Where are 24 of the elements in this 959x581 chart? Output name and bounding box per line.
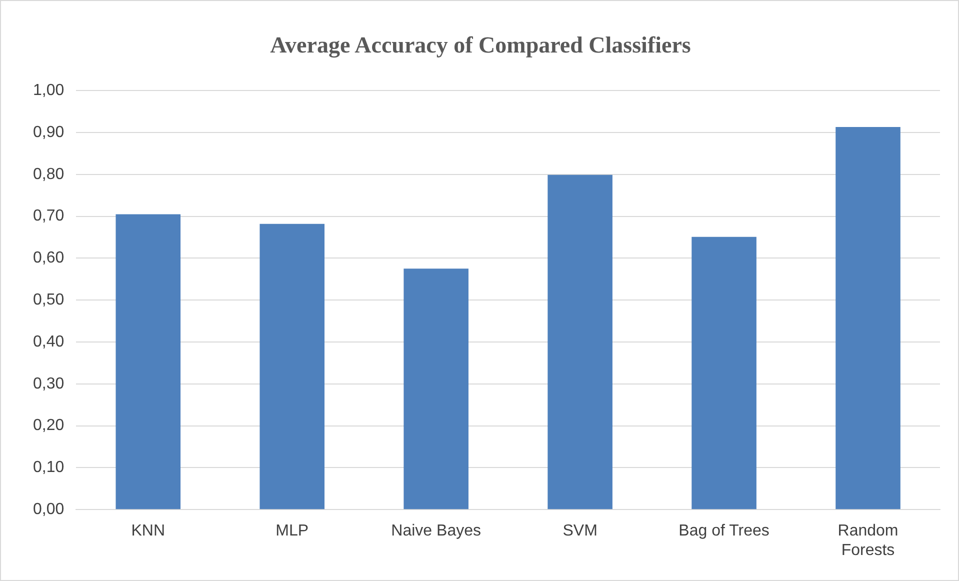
x-tick-label: KNN xyxy=(131,522,166,540)
bar xyxy=(836,127,900,510)
bar xyxy=(548,174,612,510)
y-tick-label: 0,10 xyxy=(33,459,64,476)
y-tick-label: 0,90 xyxy=(33,124,64,141)
x-tick-label: Random Forests xyxy=(838,522,898,559)
y-tick-label: 0,20 xyxy=(33,417,64,434)
bar xyxy=(404,268,468,510)
y-tick-label: 0,80 xyxy=(33,166,64,183)
y-tick-label: 0,60 xyxy=(33,250,64,267)
y-tick-label: 1,00 xyxy=(33,82,64,100)
y-tick-label: 0,50 xyxy=(33,292,64,309)
x-tick-label: MLP xyxy=(276,522,309,540)
bar xyxy=(692,236,756,510)
x-tick-label: Naive Bayes xyxy=(391,522,481,540)
y-tick-label: 0,70 xyxy=(33,208,64,225)
chart-title: Average Accuracy of Compared Classifiers xyxy=(270,32,691,59)
y-tick-label: 0,30 xyxy=(33,375,64,392)
y-tick-label: 0,40 xyxy=(33,333,64,350)
bar xyxy=(260,224,324,510)
y-tick-label: 0,00 xyxy=(33,501,64,518)
bar xyxy=(116,214,181,510)
x-tick-label: Bag of Trees xyxy=(678,522,770,540)
x-tick-label: SVM xyxy=(562,522,598,540)
